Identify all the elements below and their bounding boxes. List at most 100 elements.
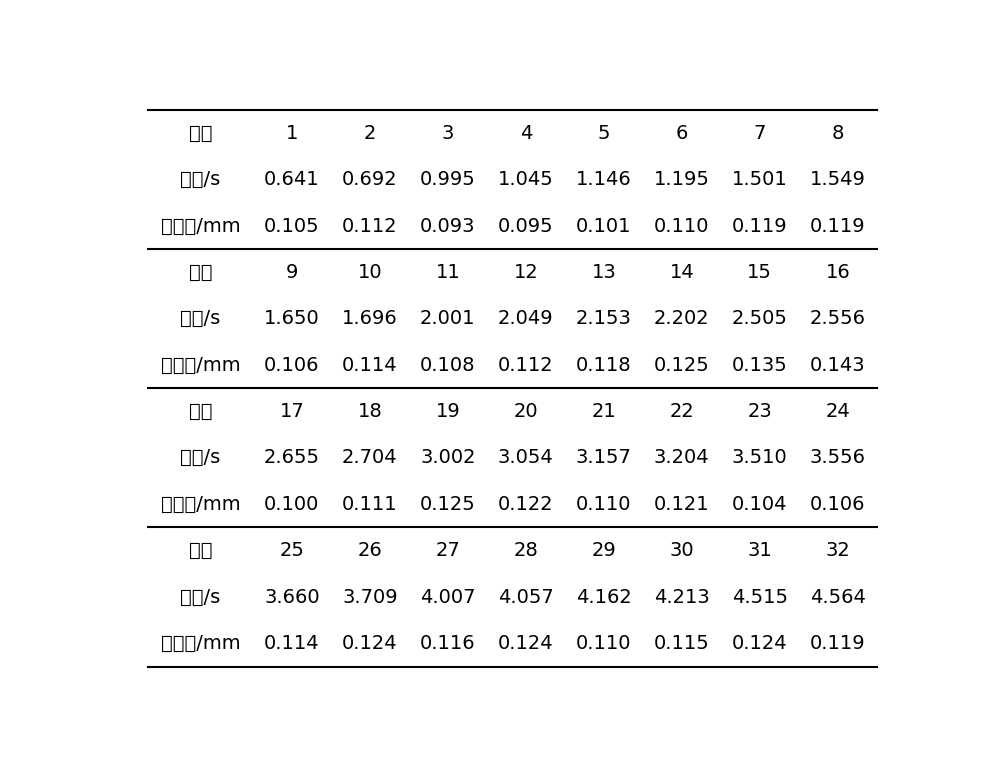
- Text: 0.100: 0.100: [264, 494, 320, 514]
- Text: 2.001: 2.001: [420, 309, 476, 328]
- Text: 0.106: 0.106: [810, 494, 866, 514]
- Text: 0.110: 0.110: [654, 217, 710, 235]
- Text: 0.095: 0.095: [498, 217, 554, 235]
- Text: 3.204: 3.204: [654, 448, 710, 468]
- Text: 2.655: 2.655: [264, 448, 320, 468]
- Text: 4.007: 4.007: [420, 588, 476, 607]
- Text: 3.054: 3.054: [498, 448, 554, 468]
- Text: 5: 5: [598, 124, 610, 143]
- Text: 0.124: 0.124: [498, 634, 554, 653]
- Text: 6: 6: [676, 124, 688, 143]
- Text: 0.118: 0.118: [576, 355, 632, 375]
- Text: 1.146: 1.146: [576, 170, 632, 189]
- Text: 0.093: 0.093: [420, 217, 476, 235]
- Text: 4.564: 4.564: [810, 588, 866, 607]
- Text: 30: 30: [669, 541, 694, 560]
- Text: 0.111: 0.111: [342, 494, 398, 514]
- Text: 序号: 序号: [189, 263, 212, 282]
- Text: 2.202: 2.202: [654, 309, 710, 328]
- Text: 8: 8: [832, 124, 844, 143]
- Text: 4.162: 4.162: [576, 588, 632, 607]
- Text: 序号: 序号: [189, 402, 212, 421]
- Text: 3.556: 3.556: [810, 448, 866, 468]
- Text: 1: 1: [286, 124, 298, 143]
- Text: 24: 24: [825, 402, 850, 421]
- Text: 0.119: 0.119: [810, 634, 866, 653]
- Text: 0.692: 0.692: [342, 170, 398, 189]
- Text: 1.650: 1.650: [264, 309, 320, 328]
- Text: 动位移/mm: 动位移/mm: [161, 355, 240, 375]
- Text: 1.045: 1.045: [498, 170, 554, 189]
- Text: 0.119: 0.119: [810, 217, 866, 235]
- Text: 13: 13: [591, 263, 616, 282]
- Text: 22: 22: [669, 402, 694, 421]
- Text: 11: 11: [435, 263, 460, 282]
- Text: 2.153: 2.153: [576, 309, 632, 328]
- Text: 3.709: 3.709: [342, 588, 398, 607]
- Text: 10: 10: [358, 263, 382, 282]
- Text: 4.057: 4.057: [498, 588, 554, 607]
- Text: 时间/s: 时间/s: [180, 588, 221, 607]
- Text: 0.104: 0.104: [732, 494, 788, 514]
- Text: 动位移/mm: 动位移/mm: [161, 217, 240, 235]
- Text: 序号: 序号: [189, 541, 212, 560]
- Text: 26: 26: [357, 541, 382, 560]
- Text: 29: 29: [591, 541, 616, 560]
- Text: 0.106: 0.106: [264, 355, 320, 375]
- Text: 序号: 序号: [189, 124, 212, 143]
- Text: 2.704: 2.704: [342, 448, 398, 468]
- Text: 0.641: 0.641: [264, 170, 320, 189]
- Text: 1.696: 1.696: [342, 309, 398, 328]
- Text: 32: 32: [825, 541, 850, 560]
- Text: 2.556: 2.556: [810, 309, 866, 328]
- Text: 0.114: 0.114: [264, 634, 320, 653]
- Text: 25: 25: [279, 541, 304, 560]
- Text: 0.110: 0.110: [576, 634, 632, 653]
- Text: 4: 4: [520, 124, 532, 143]
- Text: 3.157: 3.157: [576, 448, 632, 468]
- Text: 28: 28: [513, 541, 538, 560]
- Text: 0.112: 0.112: [342, 217, 398, 235]
- Text: 4.515: 4.515: [732, 588, 788, 607]
- Text: 19: 19: [435, 402, 460, 421]
- Text: 1.501: 1.501: [732, 170, 788, 189]
- Text: 0.124: 0.124: [732, 634, 788, 653]
- Text: 7: 7: [754, 124, 766, 143]
- Text: 0.995: 0.995: [420, 170, 476, 189]
- Text: 动位移/mm: 动位移/mm: [161, 634, 240, 653]
- Text: 0.119: 0.119: [732, 217, 788, 235]
- Text: 0.105: 0.105: [264, 217, 320, 235]
- Text: 0.121: 0.121: [654, 494, 710, 514]
- Text: 17: 17: [279, 402, 304, 421]
- Text: 0.115: 0.115: [654, 634, 710, 653]
- Text: 0.125: 0.125: [420, 494, 476, 514]
- Text: 0.110: 0.110: [576, 494, 632, 514]
- Text: 0.122: 0.122: [498, 494, 554, 514]
- Text: 27: 27: [435, 541, 460, 560]
- Text: 0.112: 0.112: [498, 355, 554, 375]
- Text: 0.124: 0.124: [342, 634, 398, 653]
- Text: 0.114: 0.114: [342, 355, 398, 375]
- Text: 0.101: 0.101: [576, 217, 632, 235]
- Text: 0.125: 0.125: [654, 355, 710, 375]
- Text: 0.108: 0.108: [420, 355, 476, 375]
- Text: 2: 2: [364, 124, 376, 143]
- Text: 时间/s: 时间/s: [180, 448, 221, 468]
- Text: 3.002: 3.002: [420, 448, 476, 468]
- Text: 14: 14: [669, 263, 694, 282]
- Text: 2.505: 2.505: [732, 309, 788, 328]
- Text: 9: 9: [286, 263, 298, 282]
- Text: 动位移/mm: 动位移/mm: [161, 494, 240, 514]
- Text: 31: 31: [747, 541, 772, 560]
- Text: 3: 3: [442, 124, 454, 143]
- Text: 15: 15: [747, 263, 772, 282]
- Text: 16: 16: [825, 263, 850, 282]
- Text: 20: 20: [514, 402, 538, 421]
- Text: 1.195: 1.195: [654, 170, 710, 189]
- Text: 18: 18: [357, 402, 382, 421]
- Text: 2.049: 2.049: [498, 309, 554, 328]
- Text: 23: 23: [747, 402, 772, 421]
- Text: 0.135: 0.135: [732, 355, 788, 375]
- Text: 1.549: 1.549: [810, 170, 866, 189]
- Text: 12: 12: [513, 263, 538, 282]
